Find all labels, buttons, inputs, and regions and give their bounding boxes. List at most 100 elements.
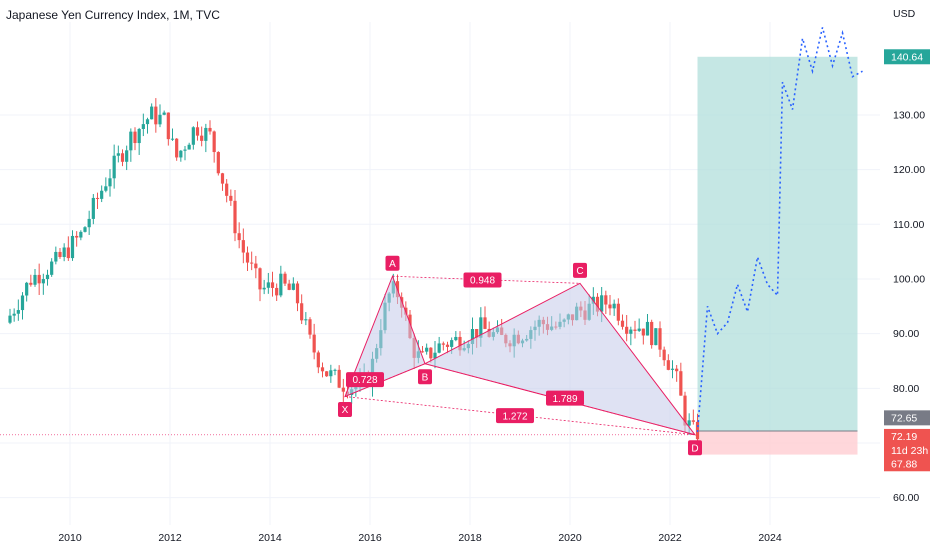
y-tick-label: 80.00	[893, 383, 919, 395]
candle-body	[329, 370, 333, 377]
candle-body	[95, 197, 100, 199]
candle-body	[116, 153, 120, 156]
candle-body	[154, 106, 158, 125]
candle-body	[233, 200, 237, 234]
chart-title: Japanese Yen Currency Index, 1M, TVC	[6, 8, 220, 22]
pattern-ratio-box	[346, 372, 384, 388]
candle-body	[125, 150, 129, 162]
candle-body	[204, 127, 208, 141]
price-tags: 140.64 72.65 72.19 11d 23h 67.88	[884, 49, 930, 472]
candle-body	[79, 231, 83, 238]
price-tag: 67.88	[891, 459, 917, 471]
candle-body	[633, 329, 637, 331]
pattern-point-a-box	[385, 255, 400, 271]
candle-body	[270, 282, 275, 288]
candle-body	[75, 235, 79, 238]
candle-body	[312, 334, 316, 353]
candle-body	[641, 328, 645, 336]
candle-body	[620, 320, 625, 327]
candle-body	[62, 247, 66, 257]
candle-body	[100, 190, 104, 199]
candle-body	[454, 336, 458, 341]
candle-body	[183, 149, 187, 151]
candle-body	[666, 360, 670, 370]
pattern-point-b: B	[422, 372, 429, 383]
pattern-ratio: 1.789	[552, 394, 577, 405]
x-tick-label: 2016	[358, 532, 382, 544]
y-tick-label: 110.00	[893, 219, 924, 231]
candle-body	[145, 119, 150, 125]
candle-body	[608, 304, 612, 309]
candle-body	[279, 273, 283, 296]
candle-body	[37, 274, 41, 284]
harmonic-pattern[interactable]: X A B C D 0.728 0.948 1.789 1.272	[0, 255, 702, 456]
candle-body	[675, 368, 679, 372]
candle-body	[650, 321, 654, 346]
x-tick-label: 2020	[558, 532, 582, 544]
pattern-point-x-box	[338, 402, 352, 418]
pattern-ratio: 0.948	[470, 276, 495, 287]
candle-body	[304, 319, 308, 321]
candle-body	[158, 114, 162, 125]
candle-body	[275, 287, 279, 296]
candle-body	[104, 186, 108, 191]
candle-body	[112, 155, 116, 179]
candle-body	[445, 344, 450, 347]
candle-body	[433, 352, 437, 359]
y-tick-label: 60.00	[893, 492, 919, 504]
candle-body	[191, 127, 195, 145]
candle-body	[133, 131, 137, 144]
price-tag: 11d 23h	[891, 445, 928, 457]
stop-zone	[697, 430, 858, 455]
price-tag: 72.65	[891, 413, 917, 425]
y-tick-label: 90.00	[893, 328, 919, 340]
candle-body	[41, 279, 45, 284]
y-tick-label: 120.00	[893, 164, 925, 176]
candle-body	[170, 138, 175, 140]
candle-body	[245, 252, 250, 263]
projection-path	[696, 27, 863, 433]
pattern-triangle-xab	[344, 274, 426, 398]
pattern-point-b-box	[418, 369, 432, 385]
candle-body	[250, 262, 254, 264]
candle-body	[600, 295, 604, 312]
candle-body	[662, 349, 666, 361]
candle-body	[429, 347, 433, 359]
position-zones[interactable]	[697, 56, 858, 455]
candle-body	[179, 150, 183, 158]
candle-body	[50, 261, 54, 275]
candle-body	[120, 153, 125, 162]
candle-body	[287, 283, 291, 290]
x-tick-label: 2012	[158, 532, 182, 544]
candle-body	[216, 152, 220, 174]
pattern-ratio: 0.728	[352, 375, 377, 386]
candle-body	[137, 128, 141, 144]
candle-body	[83, 227, 87, 232]
candle-body	[645, 321, 650, 336]
candle-body	[670, 368, 675, 370]
candle-body	[654, 328, 658, 346]
pattern-point-d: D	[691, 443, 698, 454]
candle-body	[625, 326, 629, 334]
candle-body	[425, 347, 429, 352]
candle-body	[187, 144, 191, 150]
candle-body	[237, 233, 241, 241]
price-tag-box	[884, 442, 930, 458]
candle-body	[683, 395, 687, 426]
candle-body	[450, 340, 454, 347]
x-tick-label: 2024	[758, 532, 782, 544]
candle-body	[70, 235, 75, 259]
candle-body	[45, 274, 50, 280]
pattern-line-bd	[424, 363, 696, 436]
pattern-ratio-box	[463, 272, 502, 288]
candle-body	[679, 371, 683, 396]
currency-label: USD	[893, 8, 916, 20]
pattern-ratio-box	[496, 408, 534, 424]
price-tag: 140.64	[891, 52, 923, 64]
candle-body	[33, 274, 37, 285]
pattern-line-xb	[344, 363, 426, 397]
candle-body	[87, 218, 91, 228]
y-tick-label: 100.00	[893, 273, 925, 285]
candle-body	[441, 343, 445, 345]
